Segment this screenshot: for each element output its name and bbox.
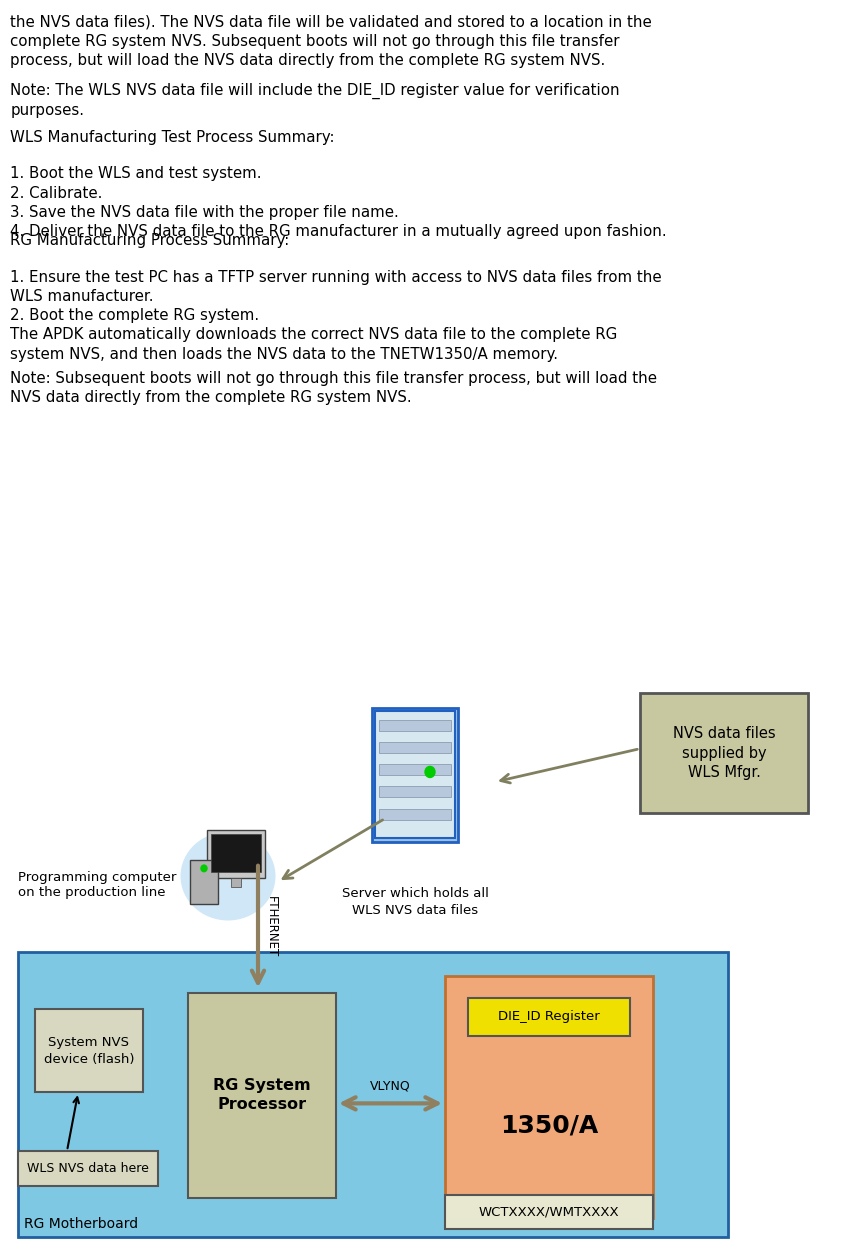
Text: Server which holds all
WLS NVS data files: Server which holds all WLS NVS data file… — [342, 887, 489, 917]
Text: 1. Ensure the test PC has a TFTP server running with access to NVS data files fr: 1. Ensure the test PC has a TFTP server … — [10, 269, 662, 323]
Bar — [379, 719, 451, 730]
Bar — [18, 1152, 158, 1187]
Bar — [372, 708, 458, 842]
Bar — [468, 999, 630, 1036]
Bar — [379, 742, 451, 753]
Text: 1. Boot the WLS and test system.
2. Calibrate.
3. Save the NVS data file with th: 1. Boot the WLS and test system. 2. Cali… — [10, 167, 667, 239]
Bar — [379, 808, 451, 819]
Text: Note: The WLS NVS data file will include the DIE_ID register value for verificat: Note: The WLS NVS data file will include… — [10, 83, 620, 118]
Text: DIE_ID Register: DIE_ID Register — [498, 1010, 599, 1024]
Ellipse shape — [181, 832, 275, 921]
Bar — [375, 710, 455, 838]
Bar — [640, 693, 808, 813]
Bar — [445, 1195, 653, 1229]
Text: WLS Manufacturing Test Process Summary:: WLS Manufacturing Test Process Summary: — [10, 130, 335, 145]
Text: WLS NVS data here: WLS NVS data here — [27, 1163, 149, 1175]
Text: the NVS data files). The NVS data file will be validated and stored to a locatio: the NVS data files). The NVS data file w… — [10, 15, 652, 68]
Bar — [18, 951, 728, 1238]
Text: Note: Subsequent boots will not go through this file transfer process, but will : Note: Subsequent boots will not go throu… — [10, 371, 657, 405]
Text: RG Motherboard: RG Motherboard — [24, 1217, 138, 1230]
Text: VLYNQ: VLYNQ — [370, 1079, 411, 1093]
Bar — [35, 1009, 143, 1093]
Text: System NVS
device (flash): System NVS device (flash) — [44, 1036, 134, 1066]
Bar — [445, 976, 653, 1218]
Bar — [188, 992, 336, 1198]
Text: FTHERNET: FTHERNET — [265, 896, 278, 957]
Bar — [379, 764, 451, 776]
Circle shape — [201, 865, 207, 872]
Text: Programming computer
on the production line: Programming computer on the production l… — [18, 871, 176, 898]
Text: RG Manufacturing Process Summary:: RG Manufacturing Process Summary: — [10, 233, 290, 248]
Bar — [190, 860, 218, 903]
Text: WCTXXXX/WMTXXXX: WCTXXXX/WMTXXXX — [478, 1205, 619, 1218]
Text: RG System
Processor: RG System Processor — [213, 1078, 311, 1113]
Circle shape — [425, 767, 435, 777]
Bar — [231, 878, 241, 887]
Text: NVS data files
supplied by
WLS Mfgr.: NVS data files supplied by WLS Mfgr. — [673, 725, 775, 781]
Bar — [379, 787, 451, 797]
Bar — [207, 829, 265, 878]
Bar — [211, 834, 261, 872]
Text: 1350/A: 1350/A — [500, 1114, 598, 1138]
Text: The APDK automatically downloads the correct NVS data file to the complete RG
sy: The APDK automatically downloads the cor… — [10, 327, 618, 362]
